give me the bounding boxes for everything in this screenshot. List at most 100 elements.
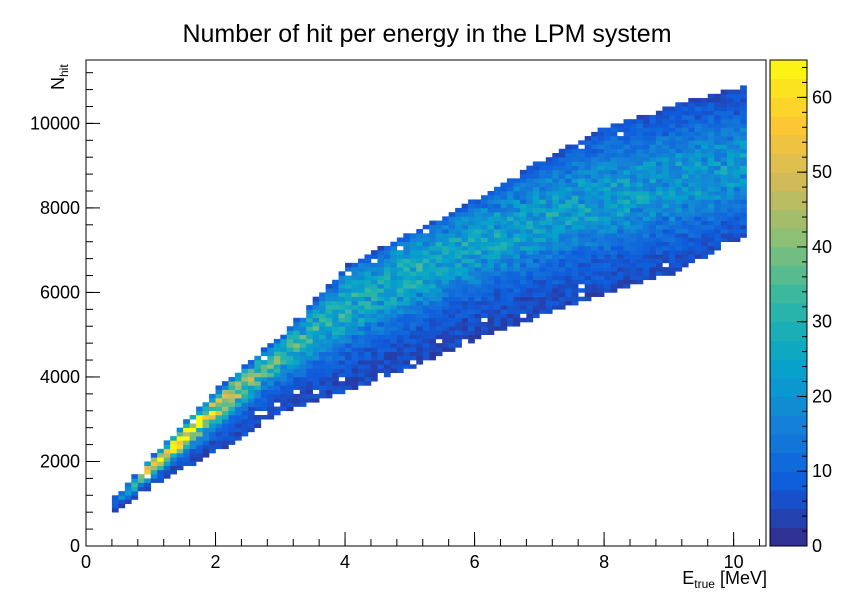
heatmap-cell xyxy=(442,322,449,327)
heatmap-cell xyxy=(707,233,715,238)
heatmap-cell xyxy=(630,258,637,264)
heatmap-cell xyxy=(442,216,449,221)
heatmap-cell xyxy=(701,245,709,251)
heatmap-cell xyxy=(435,224,443,230)
heatmap-cell xyxy=(655,267,663,272)
heatmap-cell xyxy=(617,186,624,192)
heatmap-cell xyxy=(740,136,747,141)
heatmap-cell xyxy=(513,267,521,272)
heatmap-cell xyxy=(526,250,534,255)
heatmap-cell xyxy=(487,212,495,217)
heatmap-cell xyxy=(474,250,482,255)
heatmap-cell xyxy=(694,207,702,213)
heatmap-cell xyxy=(299,343,307,348)
heatmap-cell xyxy=(552,229,560,234)
heatmap-cell xyxy=(701,98,709,103)
heatmap-cell xyxy=(506,245,514,251)
heatmap-cell xyxy=(409,322,417,327)
heatmap-cell xyxy=(532,224,540,230)
heatmap-cell xyxy=(222,414,229,420)
heatmap-cell xyxy=(500,254,508,259)
heatmap-cell xyxy=(293,334,301,340)
heatmap-cell xyxy=(655,136,663,141)
heatmap-cell xyxy=(623,203,631,209)
heatmap-cell xyxy=(416,326,424,331)
heatmap-cell xyxy=(636,229,644,234)
heatmap-cell xyxy=(144,486,152,492)
heatmap-cell xyxy=(494,212,501,217)
heatmap-cell xyxy=(241,419,249,424)
heatmap-cell xyxy=(163,469,171,475)
heatmap-cell xyxy=(526,203,534,209)
heatmap-cell xyxy=(260,393,268,399)
heatmap-cell xyxy=(623,207,631,213)
heatmap-cell xyxy=(358,296,365,302)
heatmap-cell xyxy=(111,499,119,505)
heatmap-cell xyxy=(442,338,449,344)
heatmap-cell xyxy=(409,313,417,319)
heatmap-cell xyxy=(422,254,430,259)
heatmap-cell xyxy=(610,161,618,166)
heatmap-cell xyxy=(396,317,404,323)
heatmap-cell xyxy=(617,123,624,128)
heatmap-cell xyxy=(215,427,223,433)
heatmap-cell xyxy=(403,305,411,310)
heatmap-cell xyxy=(610,136,618,141)
heatmap-cell xyxy=(241,372,249,378)
heatmap-cell xyxy=(642,114,650,120)
heatmap-cell xyxy=(267,360,275,365)
heatmap-cell xyxy=(183,431,190,437)
heatmap-cell xyxy=(694,250,702,255)
heatmap-cell xyxy=(345,267,352,272)
heatmap-cell xyxy=(558,169,566,175)
heatmap-cell xyxy=(617,250,624,255)
heatmap-cell xyxy=(429,245,437,251)
heatmap-cell xyxy=(707,178,715,183)
heatmap-cell xyxy=(733,178,741,183)
heatmap-cell xyxy=(506,271,514,276)
heatmap-cell xyxy=(319,296,326,302)
heatmap-cell xyxy=(681,140,689,145)
heatmap-cell xyxy=(526,212,534,217)
heatmap-cell xyxy=(422,292,430,297)
heatmap-cell xyxy=(396,368,404,374)
heatmap-cell xyxy=(571,174,579,179)
heatmap-cell xyxy=(403,241,411,247)
heatmap-cell xyxy=(247,419,255,424)
heatmap-cell xyxy=(260,406,268,412)
heatmap-cell xyxy=(222,406,229,412)
heatmap-cell xyxy=(565,275,573,281)
heatmap-cell xyxy=(688,207,696,213)
heatmap-cell xyxy=(241,427,249,433)
heatmap-cell xyxy=(422,322,430,327)
heatmap-cell xyxy=(701,102,709,107)
heatmap-cell xyxy=(364,351,372,357)
heatmap-cell xyxy=(468,237,475,243)
heatmap-cell xyxy=(714,178,721,183)
heatmap-cell xyxy=(500,212,508,217)
heatmap-cell xyxy=(668,224,676,230)
heatmap-cell xyxy=(435,305,443,310)
heatmap-cell xyxy=(481,254,488,259)
heatmap-cell xyxy=(409,334,417,340)
heatmap-cell xyxy=(286,330,294,335)
heatmap-cell xyxy=(545,245,553,251)
heatmap-cell xyxy=(604,267,611,272)
heatmap-cell xyxy=(707,241,715,247)
heatmap-cell xyxy=(519,174,527,179)
heatmap-cell xyxy=(733,212,741,217)
heatmap-cell xyxy=(448,245,456,251)
heatmap-cell xyxy=(358,376,365,382)
heatmap-cell xyxy=(202,406,210,412)
heatmap-cell xyxy=(519,296,527,302)
heatmap-cell xyxy=(720,114,728,120)
heatmap-cell xyxy=(630,152,637,158)
heatmap-cell xyxy=(390,254,398,259)
heatmap-cell xyxy=(435,343,443,348)
y-axis-label-main: N xyxy=(48,77,68,90)
heatmap-cell xyxy=(701,216,709,221)
heatmap-cell xyxy=(565,161,573,166)
heatmap-cell xyxy=(396,351,404,357)
heatmap-cell xyxy=(694,148,702,154)
heatmap-cell xyxy=(578,296,585,302)
